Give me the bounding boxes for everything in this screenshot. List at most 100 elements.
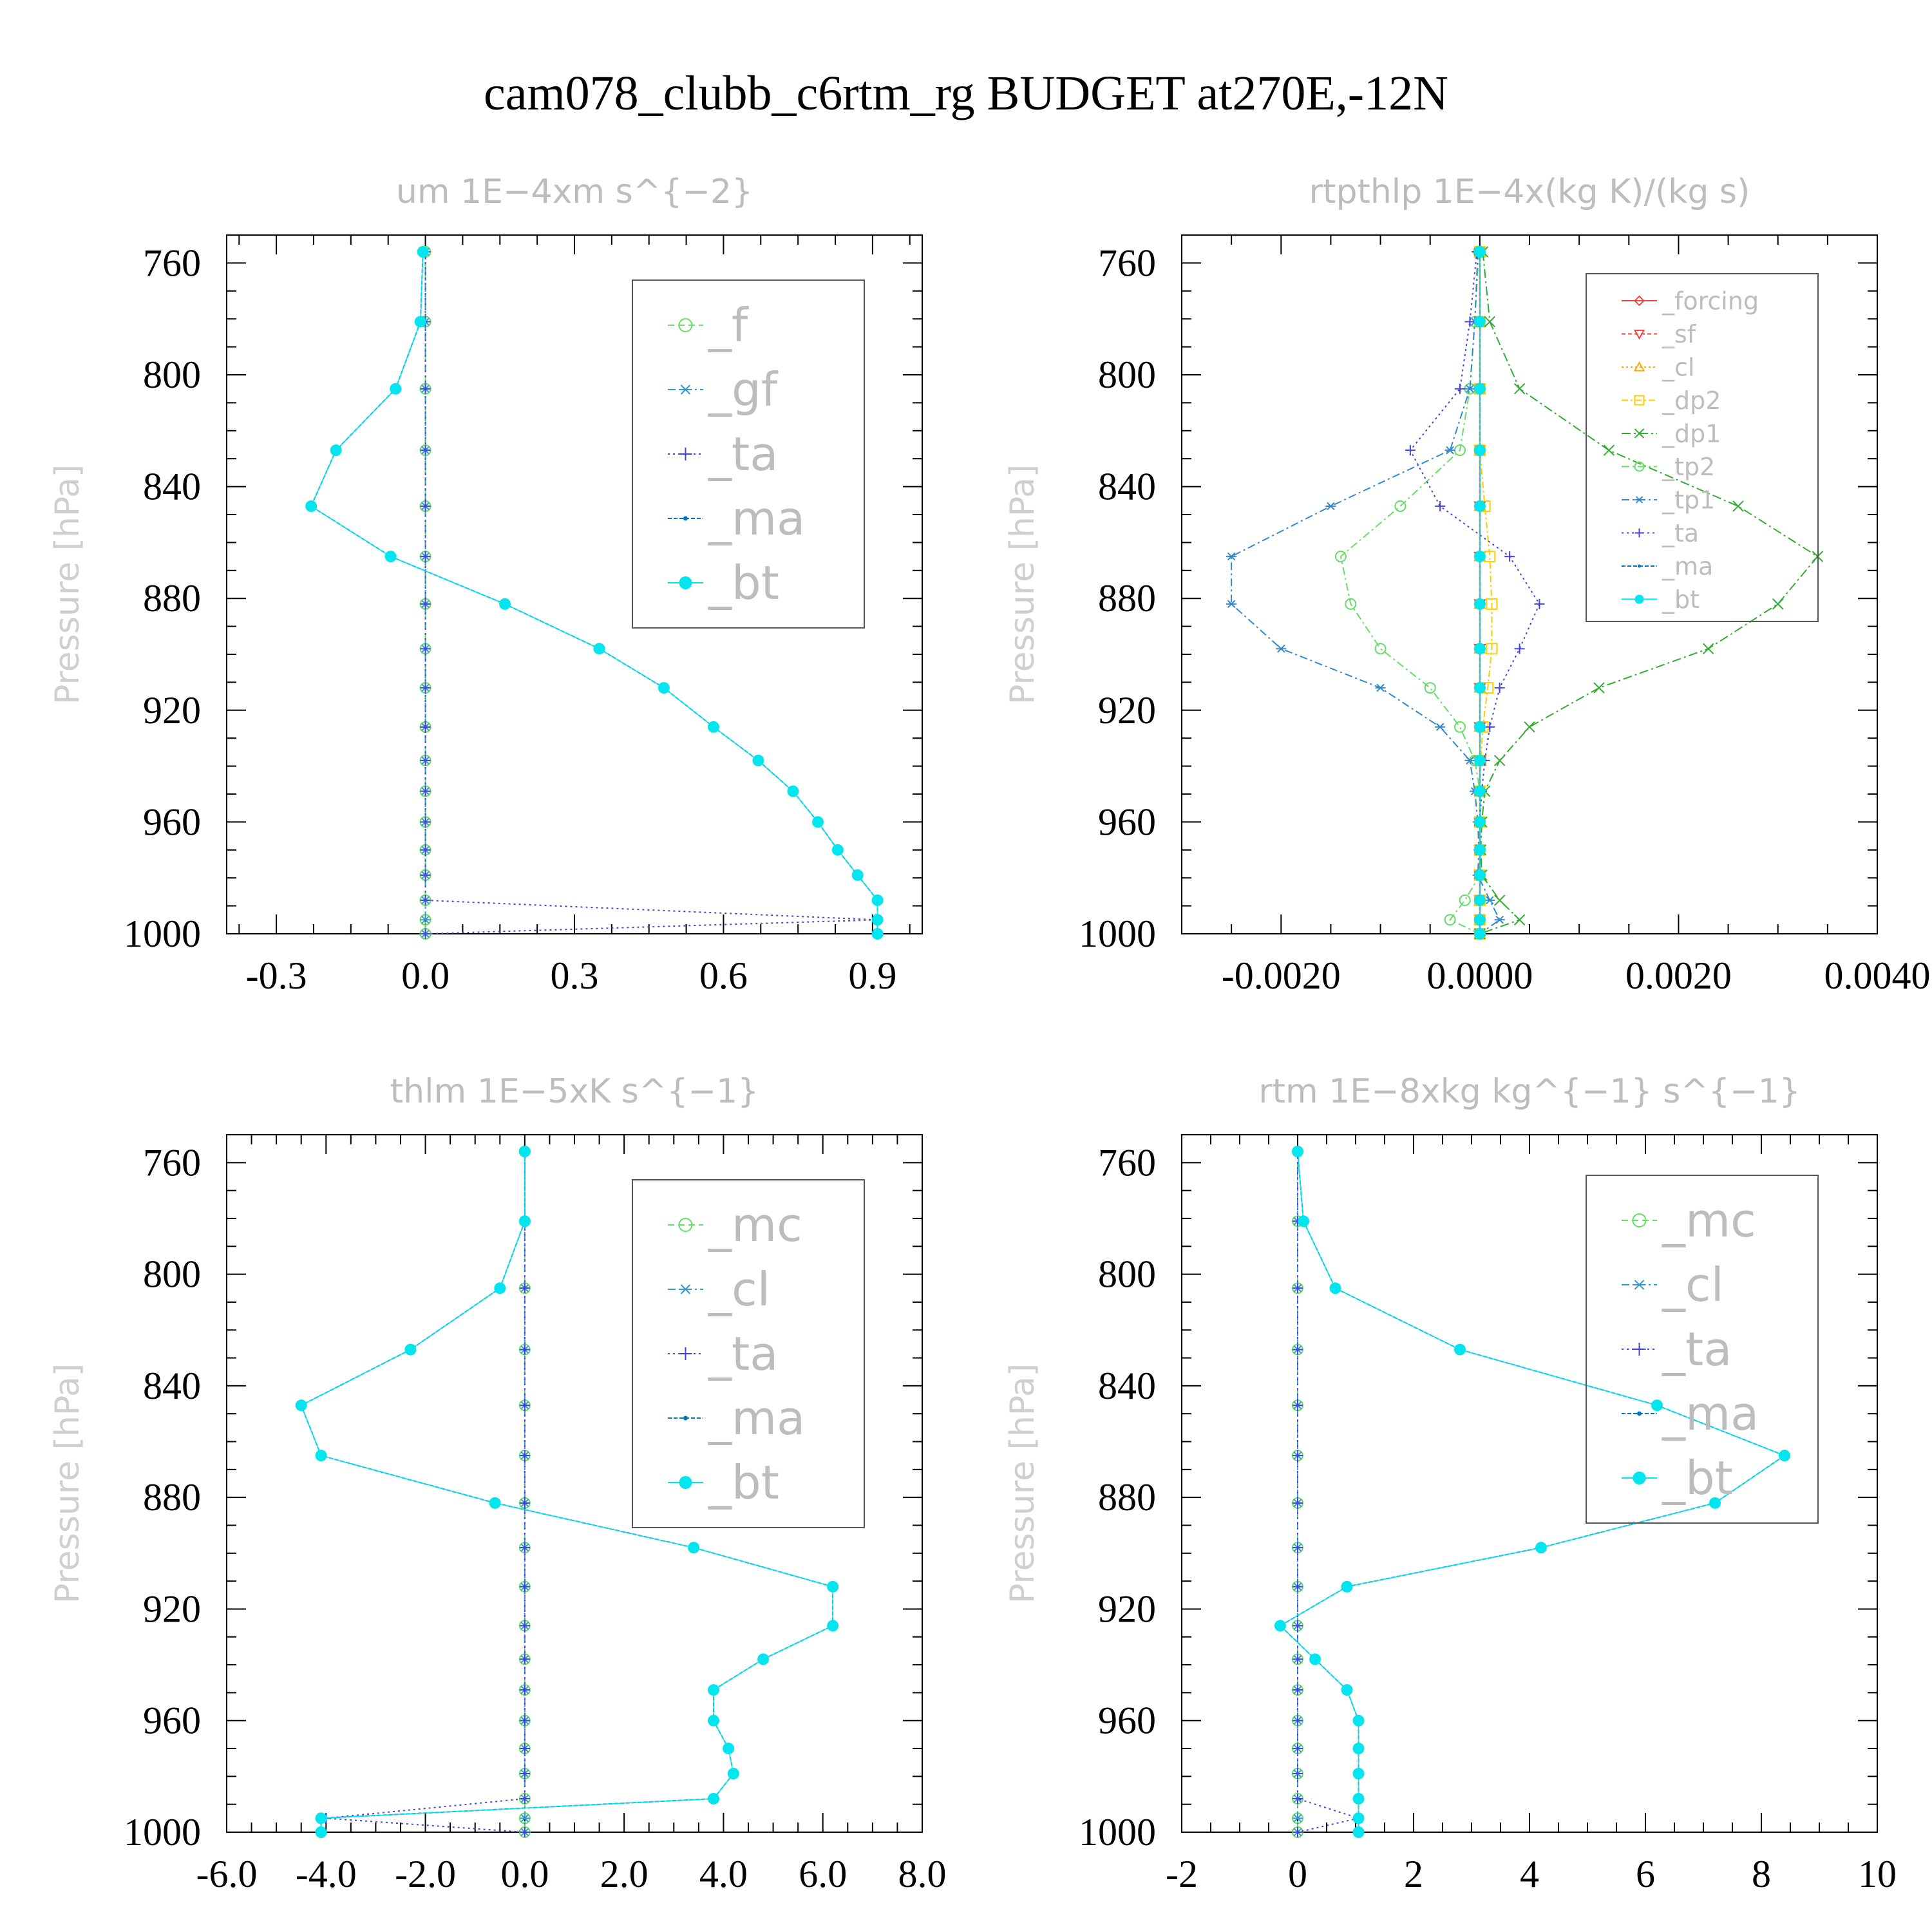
legend-item: _ma [668, 491, 805, 545]
data-point [330, 444, 342, 457]
legend-item: _ma [1622, 1387, 1759, 1441]
data-point [518, 1145, 531, 1157]
legend-marker [678, 1218, 693, 1232]
data-point [1473, 500, 1486, 512]
data-point [519, 1654, 530, 1665]
data-point [420, 869, 431, 880]
data-point [1473, 444, 1486, 457]
y-tick-label: 960 [143, 800, 201, 843]
chart-panel-rtpthlp: rtpthlp 1E−4x(kg K)/(kg s) Pressure [hPa]… [1003, 173, 1931, 997]
data-point [519, 1814, 530, 1823]
data-point [1329, 1282, 1341, 1294]
data-point [1603, 444, 1615, 456]
data-point [1473, 785, 1486, 797]
series-line [1297, 1151, 1361, 1833]
legend-marker [1634, 528, 1644, 538]
data-point [1352, 1768, 1365, 1780]
data-point [1352, 1714, 1365, 1727]
legend-label: _cl [1662, 353, 1694, 381]
x-tick-label: -4.0 [296, 1853, 357, 1895]
data-point [519, 1715, 530, 1726]
data-point [1226, 600, 1237, 609]
legend-label: _ta [708, 427, 778, 481]
data-point [1504, 551, 1515, 562]
legend-item: _sf [1622, 320, 1697, 348]
data-point [414, 316, 426, 328]
legend-marker [1633, 1343, 1646, 1356]
legend-item: _cl [1622, 353, 1694, 381]
legend-item: _forcing [1622, 287, 1759, 315]
legend-label: _f [708, 298, 749, 352]
x-tick-label: -6.0 [196, 1853, 258, 1895]
data-point [752, 754, 764, 766]
data-point [404, 1343, 417, 1356]
data-point [1484, 721, 1495, 732]
data-point [420, 383, 431, 394]
data-point [1473, 383, 1486, 395]
data-point [1593, 682, 1605, 694]
data-point [420, 598, 431, 609]
data-point [1293, 1654, 1303, 1665]
data-point [1293, 1743, 1303, 1754]
y-tick-label: 960 [143, 1700, 201, 1742]
legend-marker [1634, 461, 1645, 472]
data-point [593, 643, 605, 655]
data-point [708, 721, 719, 733]
y-tick-label: 840 [1098, 466, 1156, 508]
data-point [1513, 383, 1526, 395]
legend-marker [1634, 428, 1645, 439]
y-tick-label: 760 [143, 242, 201, 284]
data-point [871, 928, 884, 940]
series-bt [1473, 246, 1486, 940]
data-point [812, 816, 824, 828]
data-point [1494, 915, 1505, 924]
x-tick-label: 2 [1404, 1853, 1423, 1895]
data-point [1703, 643, 1714, 655]
data-point [1293, 1715, 1303, 1726]
data-point [708, 1793, 719, 1805]
legend-item: _dp2 [1622, 386, 1721, 415]
y-tick-label: 960 [1098, 800, 1156, 843]
legend-marker [678, 318, 693, 332]
legend-label: _sf [1662, 320, 1697, 348]
legend-item: _cl [1622, 1258, 1724, 1312]
legend-item: _bt [668, 1455, 779, 1510]
data-point [1455, 383, 1465, 394]
legend-marker [1634, 594, 1644, 604]
data-point [1293, 1827, 1303, 1837]
x-tick-label: 0.0 [500, 1853, 549, 1895]
data-point [499, 598, 511, 610]
y-tick-label: 1000 [124, 1811, 201, 1853]
data-point [1454, 1343, 1466, 1356]
data-point [420, 643, 431, 654]
legend-marker [1634, 496, 1644, 504]
y-tick-label: 760 [1098, 242, 1156, 284]
data-point [1435, 723, 1446, 732]
data-point [420, 551, 431, 562]
data-point [1494, 755, 1506, 766]
y-tick-label: 880 [143, 577, 201, 620]
legend-label: _ma [1662, 552, 1713, 580]
series-line [1479, 251, 1819, 934]
x-tick-label: 0.6 [699, 954, 748, 997]
y-axis-label: Pressure [hPa] [1003, 1363, 1042, 1604]
x-tick-label: -2 [1166, 1853, 1198, 1895]
legend-item: _mc [1622, 1193, 1756, 1247]
data-point [420, 786, 431, 797]
y-tick-label: 880 [1098, 1476, 1156, 1519]
data-point [1473, 316, 1486, 328]
data-point [1473, 643, 1486, 655]
legend-item: _gf [668, 363, 779, 417]
data-point [519, 1794, 530, 1804]
data-point [1473, 246, 1486, 258]
data-point [1732, 500, 1744, 512]
y-tick-label: 960 [1098, 1700, 1156, 1742]
data-point [489, 1497, 501, 1509]
panels: um 1E−4xm s^{−2}Pressure [hPa]7608008408… [48, 173, 1931, 1895]
x-tick-label: -0.3 [246, 954, 307, 997]
data-point [1473, 754, 1486, 766]
data-point [1473, 551, 1486, 563]
data-point [1394, 500, 1406, 512]
legend: _mc _cl _ta _ma _bt [632, 1179, 865, 1528]
data-point [519, 1620, 530, 1631]
